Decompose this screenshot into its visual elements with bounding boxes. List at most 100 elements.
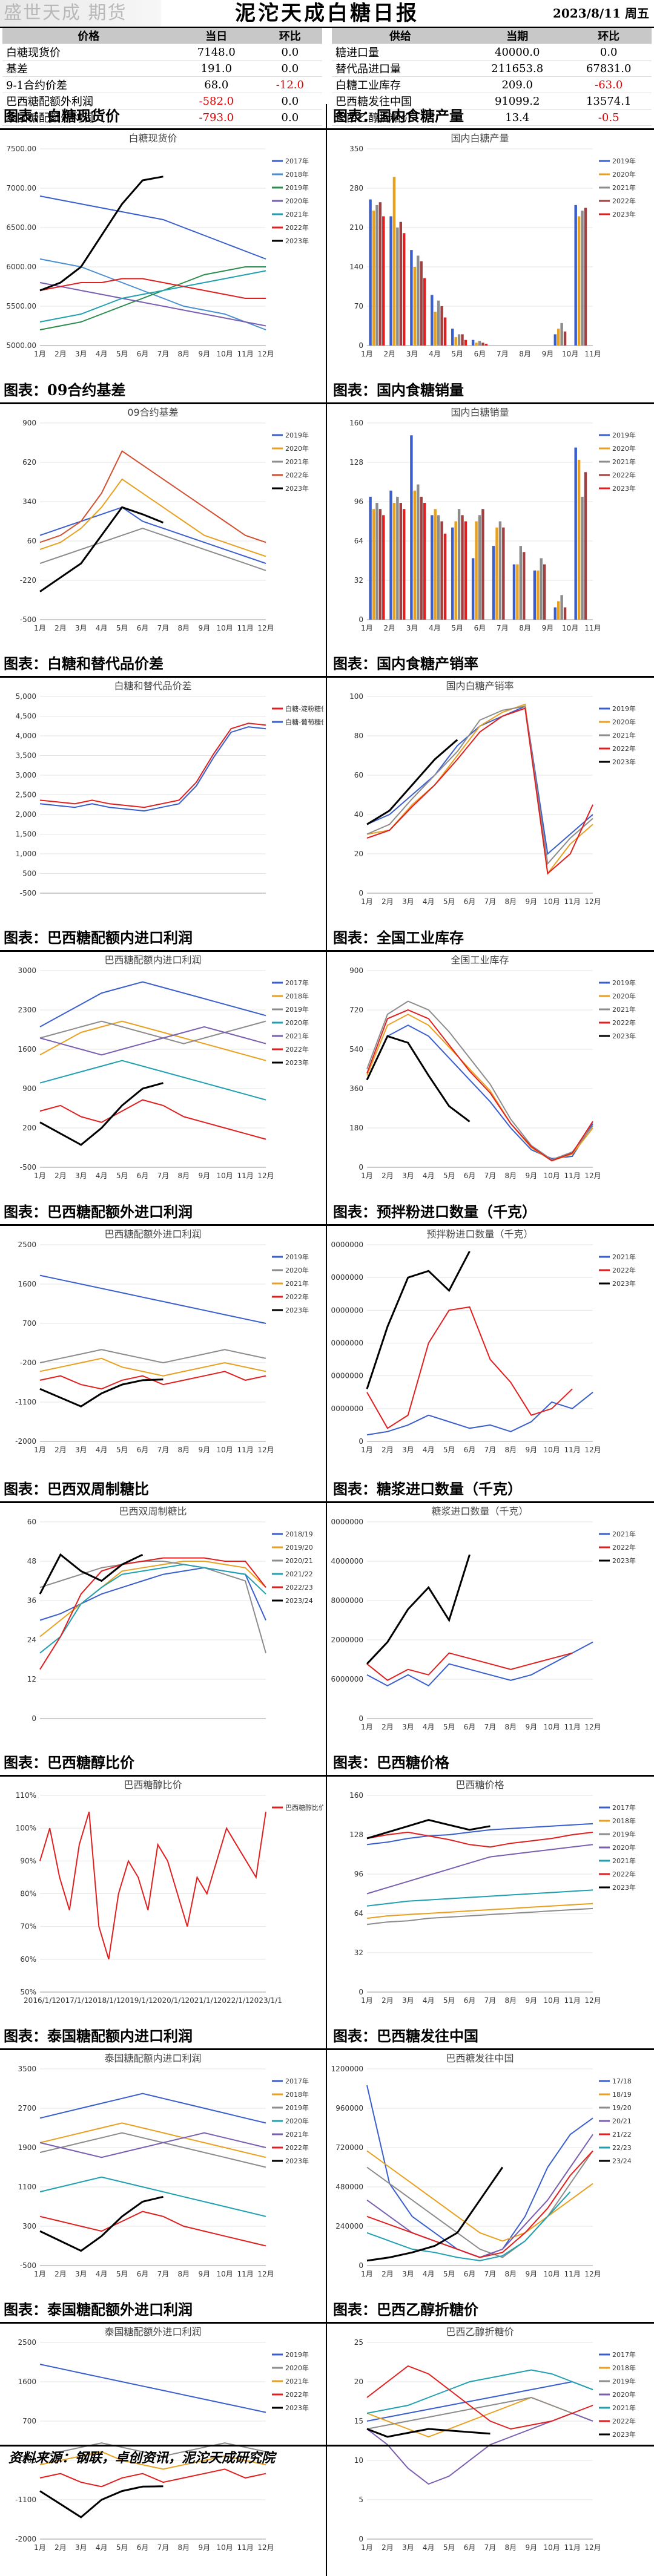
x-tick-label: 12月 xyxy=(584,897,601,906)
legend-label: 2021年 xyxy=(285,210,309,218)
x-tick-label: 3月 xyxy=(75,1446,87,1454)
y-tick-label: 360 xyxy=(349,1084,363,1093)
legend-label: 2019年 xyxy=(285,2350,309,2359)
section-title-right: 图表：巴西糖价格 xyxy=(333,1754,449,1771)
bar xyxy=(369,496,372,620)
price-row: 基差 191.0 0.0 xyxy=(2,60,322,77)
legend-label: 2023年 xyxy=(285,2404,309,2412)
x-tick-label: 1月 xyxy=(361,1172,373,1180)
series-line xyxy=(366,1035,471,1122)
series-line xyxy=(39,1557,266,1670)
y-tick-label: 4,000 xyxy=(16,732,36,740)
section-title-right: 图表：巴西糖发往中国 xyxy=(333,2027,478,2045)
section-title-right: 图表：国内食糖销量 xyxy=(333,381,464,399)
x-tick-label: 3月 xyxy=(75,350,87,358)
bar xyxy=(396,228,399,346)
series-line xyxy=(39,2132,266,2158)
bar xyxy=(417,255,420,346)
x-tick-label: 11月 xyxy=(237,624,253,632)
section-bar: 图表：泰国糖配额外进口利润 图表：巴西乙醇折糖价 xyxy=(0,2298,654,2324)
legend-label: 2018年 xyxy=(285,992,309,1000)
legend-label: 2019年 xyxy=(285,183,309,192)
x-tick-label: 6月 xyxy=(474,350,486,358)
legend-label: 白糖-葡萄糖价差 xyxy=(285,718,323,726)
x-tick-label: 10月 xyxy=(217,2270,233,2278)
y-tick-label: 80 xyxy=(354,732,363,740)
chart-title: 泰国糖配额外进口利润 xyxy=(104,2326,201,2338)
series-line xyxy=(366,1392,593,1436)
chart-4: 国内白糖销量 0 32 64 96 128 160 1月 2月 3月 4月 5月 6月 7月 8月 9月 10月… xyxy=(349,407,636,632)
x-tick-label: 2022/1/1 xyxy=(217,1996,250,2005)
bar xyxy=(399,503,403,620)
legend-label: 2022年 xyxy=(612,744,636,753)
y-tick-label: 20000000 xyxy=(331,1372,363,1380)
price-value: 0.0 xyxy=(257,60,322,77)
series-line xyxy=(366,705,593,855)
y-tick-label: 160 xyxy=(349,419,363,427)
legend-label: 19/20 xyxy=(612,2104,632,2112)
legend-label: 2023年 xyxy=(285,1058,309,1067)
bar xyxy=(471,558,475,620)
chart-1: 白糖现货价 5000.00 5500.00 6000.00 6500.00 7000.00… xyxy=(6,133,309,358)
x-tick-label: 11月 xyxy=(564,1172,580,1180)
x-tick-label: 2月 xyxy=(382,1446,394,1454)
x-tick-label: 11月 xyxy=(237,1172,253,1180)
y-tick-label: 108000000 xyxy=(331,1596,363,1605)
x-tick-label: 5月 xyxy=(116,350,128,358)
y-tick-label: 720 xyxy=(349,1006,363,1014)
bar xyxy=(563,331,567,346)
legend-label: 2018/19 xyxy=(285,1530,313,1538)
bar xyxy=(563,607,567,620)
chart-title: 全国工业库存 xyxy=(451,954,509,966)
x-tick-label: 6月 xyxy=(137,624,149,632)
x-tick-label: 4月 xyxy=(429,350,441,358)
bar xyxy=(574,205,577,346)
x-tick-label: 12月 xyxy=(584,1996,601,2005)
series-line xyxy=(366,2428,490,2438)
x-tick-label: 8月 xyxy=(505,897,517,906)
x-tick-label: 5月 xyxy=(451,350,463,358)
price-value: 40000.0 xyxy=(469,44,566,61)
x-tick-label: 11月 xyxy=(584,624,601,632)
x-tick-label: 2016/1/1 xyxy=(24,1996,56,2005)
y-tick-label: 60% xyxy=(20,1955,36,1964)
y-tick-label: -2000 xyxy=(15,2535,36,2543)
series-line xyxy=(39,2442,266,2457)
x-tick-label: 2018/1/1 xyxy=(88,1996,121,2005)
y-tick-label: 350 xyxy=(349,145,363,153)
y-tick-label: 0 xyxy=(358,2535,363,2543)
x-tick-label: 1月 xyxy=(34,1446,46,1454)
x-tick-label: 12月 xyxy=(257,2270,274,2278)
y-tick-label: 0 xyxy=(358,1714,363,1723)
chart-title: 巴西双周制糖比 xyxy=(119,1506,187,1517)
x-tick-label: 5月 xyxy=(443,1723,455,1731)
y-tick-label: 36 xyxy=(27,1596,36,1605)
y-tick-label: 900 xyxy=(22,1084,36,1093)
series-line xyxy=(39,478,266,557)
y-tick-label: 48 xyxy=(27,1557,36,1565)
y-tick-label: 4,500 xyxy=(16,712,36,721)
series-line xyxy=(366,1889,593,1907)
price-value: 67831.0 xyxy=(566,60,652,77)
chart-7: 巴西糖配额内进口利润 -500 200 900 1600 2300 3000 1月 2月 3月 4月… xyxy=(18,954,309,1180)
x-tick-label: 4月 xyxy=(423,1723,435,1731)
section-title-right: 图表：巴西乙醇折糖价 xyxy=(333,2301,478,2318)
y-tick-label: 720000 xyxy=(335,2143,363,2152)
x-tick-label: 2019/1/1 xyxy=(121,1996,153,2005)
x-tick-label: 7月 xyxy=(484,1172,497,1180)
bar xyxy=(454,337,457,346)
x-tick-label: 9月 xyxy=(198,350,210,358)
y-tick-label: 180 xyxy=(349,1124,363,1132)
series-line xyxy=(39,506,266,565)
chart-title: 巴西糖发往中国 xyxy=(446,2053,514,2064)
bar xyxy=(478,341,481,346)
price-label: 糖进口量 xyxy=(332,44,469,61)
series-line xyxy=(39,726,266,812)
chart-title: 国内白糖产销率 xyxy=(446,680,514,692)
price-header: 环比 xyxy=(257,28,322,44)
bar xyxy=(495,527,498,620)
series-line xyxy=(39,1020,266,1061)
y-tick-label: 0 xyxy=(358,1163,363,1172)
legend-label: 2023/24 xyxy=(285,1597,313,1605)
chart-title: 巴西糖醇比价 xyxy=(124,1779,182,1791)
